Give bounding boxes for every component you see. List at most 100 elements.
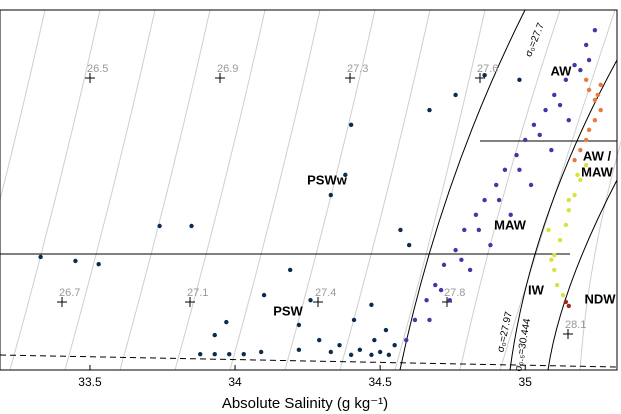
plus-marker <box>475 73 485 83</box>
point <box>462 227 467 233</box>
point <box>189 223 194 229</box>
point <box>212 332 217 338</box>
point <box>73 258 78 264</box>
isopycnal-label: 27.1 <box>187 287 208 299</box>
point <box>537 132 542 138</box>
point <box>488 242 493 248</box>
isopycnal-label: 27.8 <box>444 287 465 299</box>
point <box>566 207 571 213</box>
point <box>557 102 563 108</box>
point <box>348 352 354 358</box>
point <box>586 57 592 63</box>
point <box>453 92 458 98</box>
point <box>592 97 598 103</box>
x-tick-label: 35 <box>519 375 533 389</box>
point <box>583 77 589 83</box>
point <box>508 212 513 218</box>
point <box>227 351 232 357</box>
point <box>592 27 598 33</box>
point <box>552 267 557 273</box>
point <box>447 297 452 303</box>
point <box>517 167 522 173</box>
point <box>528 182 534 188</box>
water-mass-label: AW / <box>583 148 612 163</box>
point <box>212 351 217 357</box>
curve-label: σ₀.₅=30.444 <box>513 317 533 372</box>
point <box>549 147 554 153</box>
point <box>296 322 302 328</box>
isopycnal-label: 26.7 <box>59 287 80 299</box>
point <box>523 137 528 143</box>
point <box>473 212 479 218</box>
point <box>369 302 374 308</box>
water-mass-label: PSWw <box>307 172 348 187</box>
water-mass-label: IW <box>528 282 545 297</box>
water-mass-label: PSW <box>273 303 303 318</box>
point <box>328 349 334 355</box>
point <box>433 282 438 288</box>
point <box>224 319 229 325</box>
point <box>258 349 264 355</box>
point <box>572 62 577 68</box>
point <box>476 227 482 233</box>
point <box>563 77 569 83</box>
point <box>241 351 246 357</box>
point <box>598 82 603 88</box>
water-mass-label: AW <box>551 63 573 78</box>
plus-marker <box>85 73 95 83</box>
point <box>563 222 569 228</box>
water-mass-label: MAW <box>581 164 614 179</box>
point <box>549 257 554 263</box>
point <box>546 227 551 233</box>
point <box>453 247 458 253</box>
point <box>586 127 592 133</box>
point <box>598 107 603 113</box>
point <box>287 267 293 273</box>
point <box>328 192 334 198</box>
point <box>566 197 571 203</box>
point <box>369 352 374 358</box>
point <box>514 152 519 158</box>
point <box>494 182 499 188</box>
point <box>572 192 577 198</box>
point <box>296 347 302 353</box>
point <box>572 157 577 163</box>
isopycnal-label: 27.6 <box>477 63 498 75</box>
plus-marker <box>57 297 67 307</box>
point <box>377 349 383 355</box>
point <box>502 167 508 173</box>
isopycnal-label: 28.1 <box>565 319 586 331</box>
point <box>578 177 583 183</box>
x-tick-label: 34.5 <box>368 375 392 389</box>
point <box>543 107 548 113</box>
point <box>351 317 357 323</box>
point <box>578 147 583 153</box>
point <box>563 299 569 305</box>
x-axis-label: Absolute Salinity (g kg⁻¹) <box>222 395 388 412</box>
isopycnal-label: 26.5 <box>87 63 108 75</box>
point <box>38 254 43 260</box>
point <box>392 342 397 348</box>
point <box>592 117 598 123</box>
isopycnal-label: 27.3 <box>347 63 368 75</box>
point <box>261 292 267 298</box>
point <box>459 257 464 263</box>
point <box>578 67 583 73</box>
point <box>586 87 592 93</box>
water-mass-label: MAW <box>494 217 527 232</box>
point <box>482 72 487 78</box>
point <box>441 262 447 268</box>
x-tick-label: 33.5 <box>78 375 102 389</box>
plus-marker <box>215 73 225 83</box>
point <box>96 261 101 267</box>
point <box>372 337 377 343</box>
point <box>424 297 429 303</box>
point <box>427 107 432 113</box>
point <box>386 352 392 358</box>
point <box>427 317 432 323</box>
point <box>198 351 203 357</box>
water-mass-label: NDW <box>584 291 616 306</box>
x-tick-label: 34 <box>228 375 242 389</box>
point <box>404 337 409 343</box>
